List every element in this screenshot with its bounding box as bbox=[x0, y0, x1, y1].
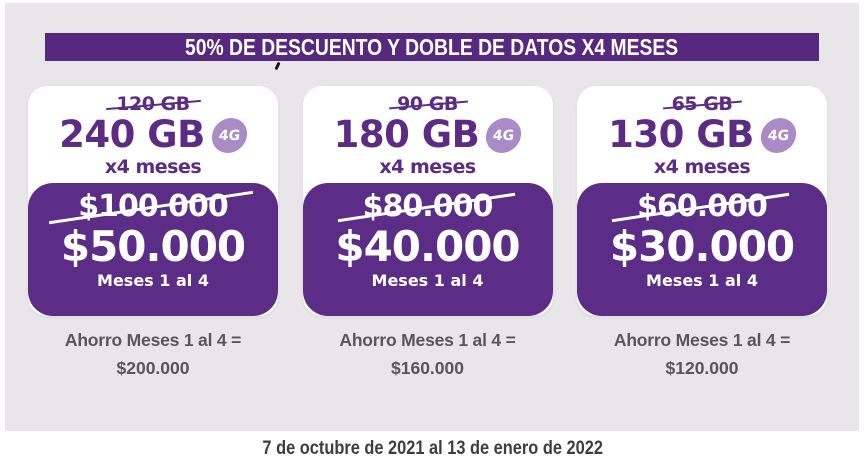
savings-block: Ahorro Meses 1 al 4 = $160.000 bbox=[303, 330, 553, 379]
price-period-label: Meses 1 al 4 bbox=[371, 271, 484, 290]
new-price: $50.000 bbox=[60, 222, 246, 271]
old-price-text: $80.000 bbox=[362, 189, 494, 224]
4g-badge: 4G bbox=[759, 117, 798, 153]
duration-label: x4 meses bbox=[653, 156, 751, 178]
date-range: 7 de octubre de 2021 al 13 de enero de 2… bbox=[262, 437, 603, 459]
savings-block: Ahorro Meses 1 al 4 = $120.000 bbox=[577, 330, 827, 379]
old-price: $100.000 bbox=[49, 189, 254, 225]
savings-block: Ahorro Meses 1 al 4 = $200.000 bbox=[28, 330, 278, 379]
price-period-label: Meses 1 al 4 bbox=[646, 271, 758, 290]
plan-data-section: 65 GB 130 GB 4G x4 meses bbox=[577, 86, 827, 183]
old-data-text: 120 GB bbox=[116, 93, 190, 115]
plans-row: 120 GB 240 GB 4G x4 meses $100.000 $50.0… bbox=[28, 86, 827, 316]
savings-value: $120.000 bbox=[665, 358, 739, 378]
promo-banner: 50% DE DESCUENTO Y DOBLE DE DATOS X4 MES… bbox=[45, 33, 819, 61]
new-price: $30.000 bbox=[609, 222, 795, 271]
old-data-amount: 120 GB bbox=[106, 93, 202, 115]
old-price: $80.000 bbox=[337, 189, 515, 224]
plan-data-section: 90 GB 180 GB 4G x4 meses bbox=[303, 86, 553, 183]
price-period-label: Meses 1 al 4 bbox=[97, 271, 209, 290]
old-data-text: 65 GB bbox=[671, 93, 733, 115]
price-box: $60.000 $30.000 Meses 1 al 4 bbox=[577, 183, 827, 316]
savings-value: $200.000 bbox=[116, 358, 190, 378]
new-data-row: 180 GB 4G bbox=[333, 113, 524, 156]
duration-label: x4 meses bbox=[379, 156, 476, 178]
savings-label: Ahorro Meses 1 al 4 = bbox=[339, 330, 516, 350]
new-data-amount: 180 GB bbox=[333, 113, 480, 156]
new-data-row: 240 GB 4G bbox=[59, 113, 249, 156]
plan-card-130gb: 65 GB 130 GB 4G x4 meses $60.000 $30.000… bbox=[577, 86, 827, 316]
old-price-text: $100.000 bbox=[78, 189, 229, 224]
new-data-amount: 130 GB bbox=[608, 113, 754, 156]
old-data-amount: 90 GB bbox=[388, 93, 468, 115]
price-box: $80.000 $40.000 Meses 1 al 4 bbox=[302, 183, 553, 316]
old-price-text: $60.000 bbox=[637, 189, 768, 224]
new-price: $40.000 bbox=[335, 222, 520, 271]
savings-label: Ahorro Meses 1 al 4 = bbox=[613, 330, 791, 350]
plan-data-section: 120 GB 240 GB 4G x4 meses bbox=[28, 86, 278, 183]
footer: 7 de octubre de 2021 al 13 de enero de 2… bbox=[0, 437, 865, 460]
promo-banner-text: 50% DE DESCUENTO Y DOBLE DE DATOS X4 MES… bbox=[185, 33, 679, 60]
price-box: $100.000 $50.000 Meses 1 al 4 bbox=[28, 183, 278, 316]
old-price: $60.000 bbox=[612, 189, 790, 224]
old-data-text: 90 GB bbox=[397, 93, 458, 115]
plan-card-240gb: 120 GB 240 GB 4G x4 meses $100.000 $50.0… bbox=[28, 86, 278, 316]
savings-label: Ahorro Meses 1 al 4 = bbox=[64, 330, 242, 350]
savings-row: Ahorro Meses 1 al 4 = $200.000 Ahorro Me… bbox=[28, 330, 827, 379]
new-data-amount: 240 GB bbox=[59, 113, 205, 156]
4g-badge: 4G bbox=[210, 117, 249, 153]
savings-value: $160.000 bbox=[391, 358, 464, 378]
duration-label: x4 meses bbox=[104, 156, 202, 178]
plan-card-180gb: 90 GB 180 GB 4G x4 meses $80.000 $40.000… bbox=[302, 86, 553, 316]
old-data-amount: 65 GB bbox=[663, 93, 742, 115]
new-data-row: 130 GB 4G bbox=[608, 113, 798, 156]
4g-badge: 4G bbox=[484, 117, 524, 153]
